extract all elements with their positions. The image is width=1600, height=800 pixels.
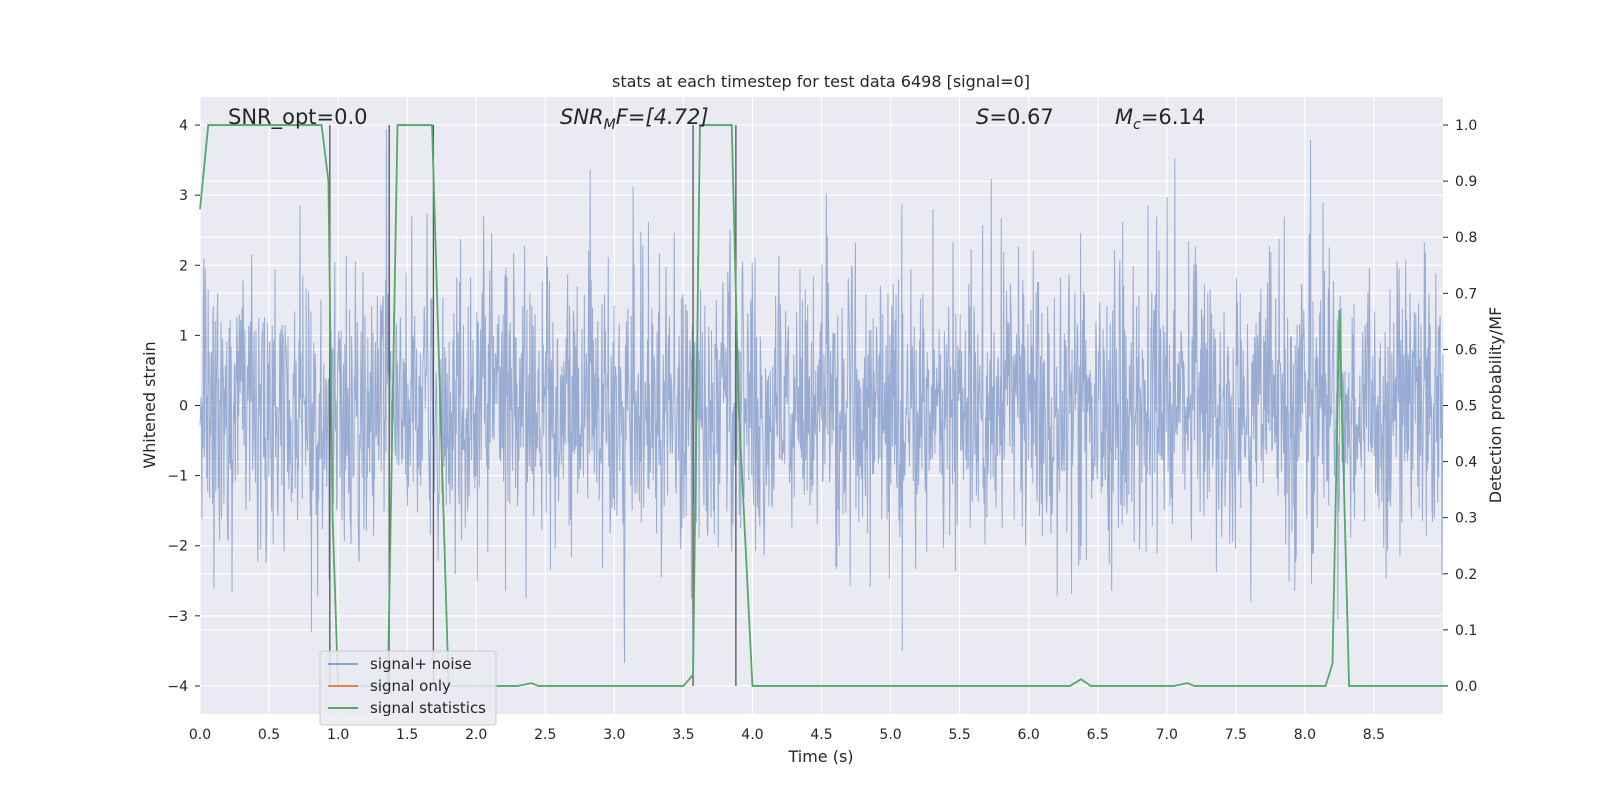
annotation-snr-opt: SNR_opt=0.0 — [228, 105, 368, 130]
signal-statistics-line — [199, 124, 1443, 687]
right-tick-label: 0.5 — [1455, 399, 1477, 415]
legend: signal+ noise signal only signal statist… — [319, 650, 497, 726]
x-tick-label: 0.5 — [258, 727, 280, 743]
signal-statistics-series — [199, 124, 1443, 687]
signal-noise-line — [199, 129, 1444, 664]
x-tick-label: 8.0 — [1294, 727, 1316, 743]
x-tick-label: 1.5 — [396, 727, 418, 743]
annotation-mc: Mc=6.14 — [1115, 105, 1205, 133]
left-tick-label: 1 — [179, 328, 188, 344]
x-axis-label: Time (s) — [787, 747, 853, 766]
right-tick-label: 0.1 — [1455, 623, 1477, 639]
left-tick-labels: 4 3 2 1 0 −1 −2 −3 −4 — [167, 118, 200, 695]
y-axis-label-right: Detection probability/MF — [1486, 307, 1505, 504]
x-tick-labels: 0.0 0.5 1.0 1.5 2.0 2.5 3.0 3.5 4.0 4.5 5.0 5.5 6.0 6… — [189, 727, 1385, 743]
vertical-markers — [329, 125, 737, 686]
x-tick-label: 3.0 — [603, 727, 625, 743]
x-tick-label: 5.0 — [879, 727, 901, 743]
right-tick-label: 0.7 — [1455, 286, 1477, 302]
x-tick-label: 4.0 — [741, 727, 763, 743]
right-tick-label: 0.4 — [1455, 455, 1477, 471]
right-tick-label: 0.3 — [1455, 511, 1477, 527]
left-tick-label: 3 — [179, 188, 188, 204]
left-tick-label: 0 — [179, 399, 188, 415]
legend-label-signal-noise: signal+ noise — [370, 655, 472, 673]
x-tick-label: 2.0 — [465, 727, 487, 743]
left-tick-label: −2 — [167, 539, 188, 555]
legend-label-signal-statistics: signal statistics — [370, 699, 486, 717]
left-tick-label: −3 — [167, 609, 188, 625]
y-axis-label-left: Whitened strain — [140, 341, 159, 468]
left-tick-label: −4 — [167, 679, 188, 695]
x-tick-label: 3.5 — [672, 727, 694, 743]
x-tick-label: 5.5 — [948, 727, 970, 743]
chart-title: stats at each timestep for test data 649… — [612, 72, 1030, 91]
right-tick-label: 1.0 — [1455, 118, 1477, 134]
x-tick-label: 6.0 — [1018, 727, 1040, 743]
x-tick-label: 7.0 — [1156, 727, 1178, 743]
left-tick-label: −1 — [167, 469, 188, 485]
right-tick-label: 0.8 — [1455, 230, 1477, 246]
x-tick-label: 1.0 — [327, 727, 349, 743]
x-tick-label: 2.5 — [534, 727, 556, 743]
right-tick-label: 0.6 — [1455, 342, 1477, 358]
x-tick-label: 8.5 — [1363, 727, 1385, 743]
right-tick-label: 0.0 — [1455, 679, 1477, 695]
left-tick-label: 4 — [179, 118, 188, 134]
right-tick-labels: 1.0 0.9 0.8 0.7 0.6 0.5 0.4 0.3 0.2 0.1 0.0 — [1443, 118, 1477, 695]
legend-label-signal-only: signal only — [370, 677, 451, 695]
legend-box — [319, 650, 497, 726]
signal-noise-series — [199, 129, 1444, 664]
annotation-s: S=0.67 — [976, 105, 1054, 129]
annotation-snr-mf: SNRMF=[4.72] — [560, 105, 709, 133]
right-tick-label: 0.2 — [1455, 567, 1477, 583]
x-tick-label: 7.5 — [1225, 727, 1247, 743]
x-tick-label: 0.0 — [189, 727, 211, 743]
x-tick-label: 6.5 — [1087, 727, 1109, 743]
left-tick-label: 2 — [179, 258, 188, 274]
right-tick-label: 0.9 — [1455, 174, 1477, 190]
x-tick-label: 4.5 — [810, 727, 832, 743]
